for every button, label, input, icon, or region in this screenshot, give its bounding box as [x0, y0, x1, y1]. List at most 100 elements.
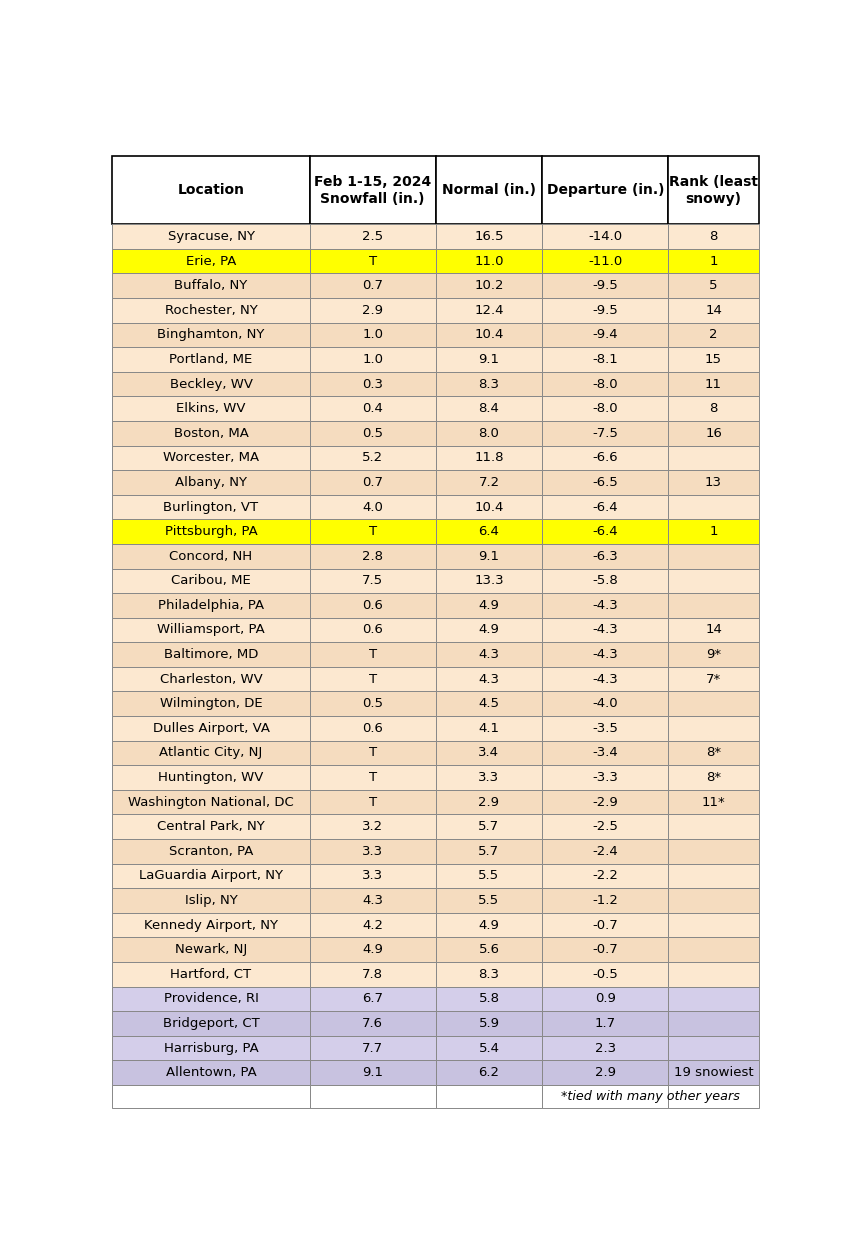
Bar: [668, 421, 759, 446]
Bar: [112, 790, 309, 815]
Text: Rochester, NY: Rochester, NY: [165, 304, 258, 317]
Bar: [309, 543, 435, 568]
Bar: [435, 1035, 542, 1060]
Bar: [435, 1060, 542, 1085]
Bar: [112, 273, 309, 298]
Bar: [668, 716, 759, 741]
Bar: [435, 888, 542, 913]
Text: Concord, NH: Concord, NH: [169, 550, 252, 562]
Bar: [435, 1012, 542, 1035]
Text: 8: 8: [710, 230, 717, 243]
Text: 2.5: 2.5: [362, 230, 383, 243]
Bar: [542, 568, 668, 593]
Bar: [668, 446, 759, 470]
Text: -2.4: -2.4: [592, 845, 618, 858]
Text: -9.5: -9.5: [592, 279, 618, 292]
Text: 8.0: 8.0: [479, 427, 500, 439]
Bar: [112, 716, 309, 741]
Bar: [112, 691, 309, 716]
Bar: [112, 815, 309, 839]
Text: 2.9: 2.9: [479, 796, 500, 809]
Bar: [309, 1060, 435, 1085]
Text: T: T: [369, 672, 377, 686]
Text: -4.3: -4.3: [592, 649, 618, 661]
Text: -9.5: -9.5: [592, 304, 618, 317]
Text: 4.9: 4.9: [479, 623, 500, 636]
Bar: [542, 156, 668, 224]
Text: -8.0: -8.0: [592, 402, 618, 416]
Text: 7.2: 7.2: [479, 476, 500, 490]
Bar: [435, 224, 542, 249]
Text: 1.0: 1.0: [362, 353, 383, 366]
Bar: [668, 347, 759, 372]
Bar: [435, 913, 542, 938]
Text: Syracuse, NY: Syracuse, NY: [167, 230, 254, 243]
Bar: [309, 470, 435, 495]
Bar: [668, 543, 759, 568]
Bar: [668, 888, 759, 913]
Bar: [435, 470, 542, 495]
Text: Baltimore, MD: Baltimore, MD: [164, 649, 258, 661]
Text: -3.5: -3.5: [592, 722, 618, 735]
Bar: [542, 839, 668, 864]
Bar: [309, 1035, 435, 1060]
Text: Feb 1-15, 2024
Snowfall (in.): Feb 1-15, 2024 Snowfall (in.): [314, 175, 431, 205]
Bar: [542, 1035, 668, 1060]
Bar: [309, 642, 435, 667]
Bar: [435, 962, 542, 987]
Bar: [112, 397, 309, 421]
Bar: [435, 372, 542, 397]
Text: 6.7: 6.7: [362, 993, 383, 1005]
Text: 5.6: 5.6: [479, 943, 500, 957]
Bar: [309, 273, 435, 298]
Bar: [112, 224, 309, 249]
Text: 5.5: 5.5: [479, 869, 500, 883]
Bar: [668, 397, 759, 421]
Bar: [668, 987, 759, 1012]
Text: 4.9: 4.9: [479, 919, 500, 931]
Bar: [542, 347, 668, 372]
Text: Departure (in.): Departure (in.): [547, 183, 664, 198]
Text: 7.5: 7.5: [362, 575, 383, 587]
Bar: [668, 642, 759, 667]
Text: Erie, PA: Erie, PA: [186, 254, 236, 268]
Bar: [435, 421, 542, 446]
Bar: [542, 938, 668, 962]
Bar: [668, 667, 759, 691]
Bar: [309, 1012, 435, 1035]
Bar: [668, 691, 759, 716]
Bar: [542, 495, 668, 520]
Bar: [542, 765, 668, 790]
Bar: [542, 470, 668, 495]
Text: Atlantic City, NJ: Atlantic City, NJ: [160, 746, 263, 760]
Text: 5.2: 5.2: [362, 451, 383, 464]
Bar: [668, 224, 759, 249]
Bar: [112, 543, 309, 568]
Bar: [542, 397, 668, 421]
Text: T: T: [369, 525, 377, 538]
Bar: [542, 323, 668, 347]
Bar: [309, 691, 435, 716]
Text: Burlington, VT: Burlington, VT: [163, 501, 258, 513]
Text: 3.2: 3.2: [362, 820, 383, 834]
Bar: [668, 372, 759, 397]
Text: -11.0: -11.0: [588, 254, 622, 268]
Text: 15: 15: [705, 353, 722, 366]
Bar: [112, 593, 309, 617]
Text: Allentown, PA: Allentown, PA: [166, 1067, 257, 1079]
Bar: [668, 323, 759, 347]
Bar: [542, 716, 668, 741]
Text: Albany, NY: Albany, NY: [175, 476, 247, 490]
Text: Islip, NY: Islip, NY: [184, 894, 237, 906]
Bar: [112, 421, 309, 446]
Text: 2.8: 2.8: [362, 550, 383, 562]
Text: 2.3: 2.3: [595, 1042, 616, 1054]
Bar: [309, 815, 435, 839]
Bar: [668, 617, 759, 642]
Bar: [542, 815, 668, 839]
Text: Philadelphia, PA: Philadelphia, PA: [158, 598, 264, 612]
Bar: [668, 839, 759, 864]
Bar: [668, 815, 759, 839]
Text: 5: 5: [709, 279, 717, 292]
Text: -7.5: -7.5: [592, 427, 618, 439]
